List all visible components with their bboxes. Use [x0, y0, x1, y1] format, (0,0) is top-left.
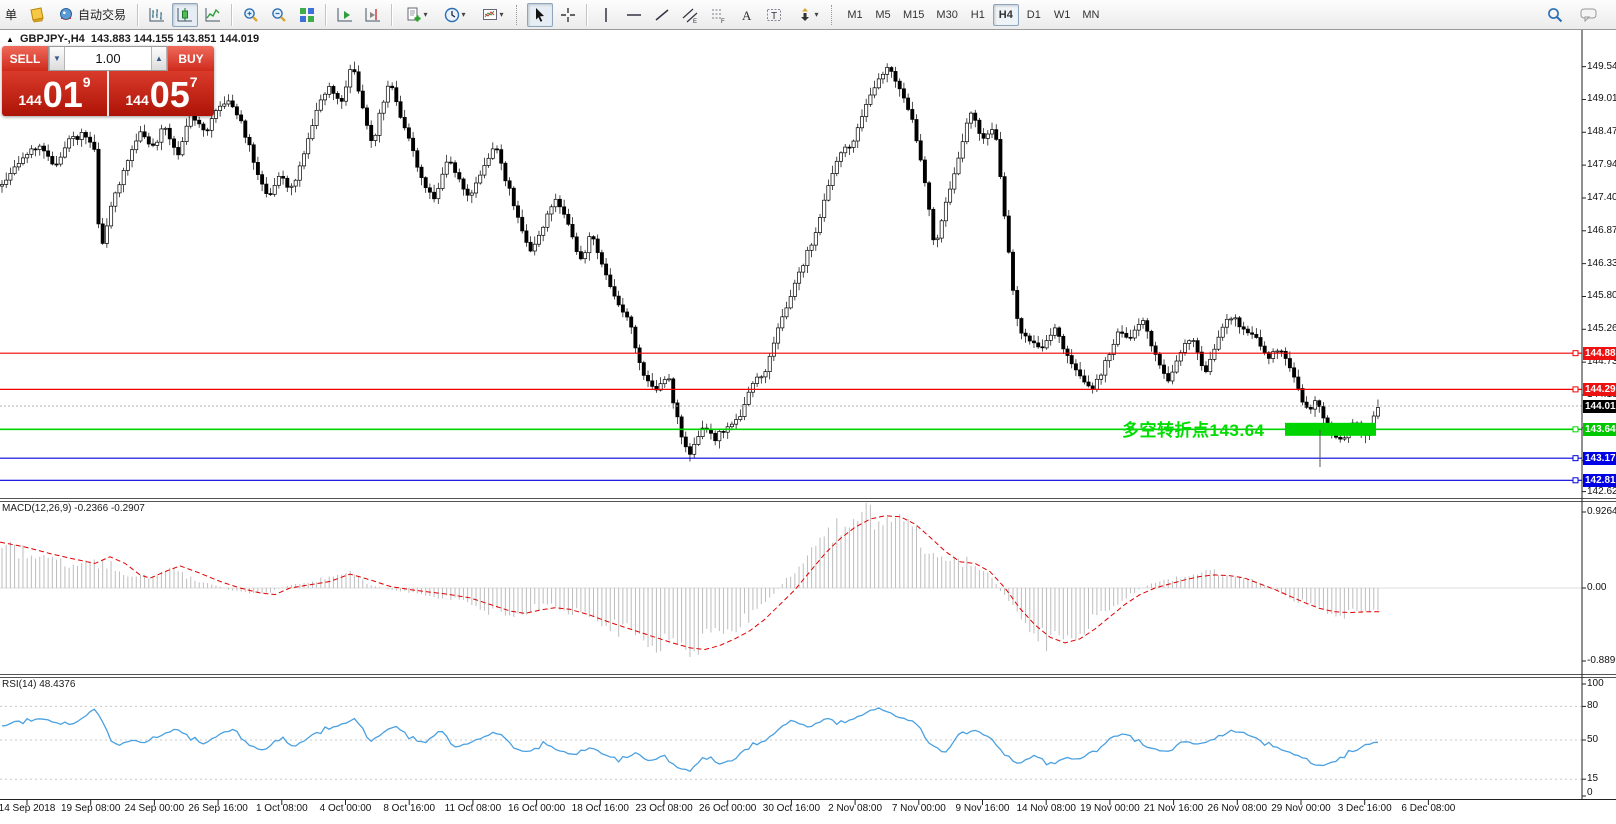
indicators-add-button[interactable]: ▾: [398, 3, 434, 27]
zoom-in-icon: [242, 6, 260, 24]
auto-trading-icon: [58, 7, 74, 23]
buy-price-display[interactable]: 144 05 7: [125, 74, 198, 115]
new-order-button-partial[interactable]: 单: [4, 3, 22, 27]
timeframe-button-D1[interactable]: D1: [1021, 4, 1047, 26]
candlestick-button[interactable]: [172, 2, 199, 27]
equidistant-channel-icon: E: [681, 6, 699, 24]
toolbar-separator: [586, 3, 589, 26]
timeframe-button-M5[interactable]: M5: [870, 4, 896, 26]
dropdown-caret-icon[interactable]: ▾: [814, 10, 819, 19]
zoom-out-icon: [270, 6, 288, 24]
bar-chart-icon: [148, 6, 166, 24]
zoom-in-button[interactable]: [238, 3, 264, 27]
toolbar-separator: [137, 3, 140, 26]
auto-trading-label: 自动交易: [78, 8, 127, 22]
hline-anchor-marker[interactable]: [1572, 477, 1579, 484]
timeframe-button-M1[interactable]: M1: [842, 4, 868, 26]
search-button[interactable]: [1542, 3, 1568, 27]
text-label-button[interactable]: T: [761, 3, 787, 27]
vertical-line-button[interactable]: [593, 3, 619, 27]
dropdown-caret-icon[interactable]: ▾: [423, 10, 428, 19]
svg-text:E: E: [693, 19, 697, 24]
toolbar-drag-handle: [831, 4, 836, 25]
hline-anchor-marker[interactable]: [1572, 426, 1579, 433]
text-button[interactable]: A: [733, 3, 759, 27]
timeframe-button-M30[interactable]: M30: [931, 4, 962, 26]
periods-clock-icon: [443, 6, 461, 24]
tile-windows-icon: [298, 6, 316, 24]
volume-increase-button[interactable]: ▲: [151, 47, 167, 70]
svg-text:A: A: [742, 8, 752, 23]
volume-decrease-button[interactable]: ▼: [49, 47, 65, 70]
timeframe-button-H4[interactable]: H4: [992, 3, 1019, 26]
equidistant-channel-button[interactable]: E: [677, 3, 703, 27]
sell-price-display[interactable]: 144 01 9: [2, 71, 109, 116]
search-icon: [1546, 6, 1564, 24]
periods-clock-button[interactable]: ▾: [436, 3, 472, 27]
timeframe-button-H1[interactable]: H1: [965, 4, 991, 26]
timeframe-button-W1[interactable]: W1: [1049, 4, 1076, 26]
line-chart-button[interactable]: [200, 3, 226, 27]
hline-anchor-marker[interactable]: [1572, 455, 1579, 462]
toolbar-separator: [325, 3, 328, 26]
fibonacci-icon: F: [709, 6, 727, 24]
sell-button[interactable]: SELL: [2, 46, 48, 71]
auto-trading-button[interactable]: 自动交易: [52, 3, 132, 27]
bar-chart-button[interactable]: [144, 3, 170, 27]
cursor-button[interactable]: [527, 2, 554, 27]
tile-windows-button[interactable]: [294, 3, 320, 27]
new-order-label: 单: [5, 8, 18, 22]
timeframe-button-MN[interactable]: MN: [1077, 4, 1104, 26]
hline-anchor-marker[interactable]: [1572, 386, 1579, 393]
svg-text:T: T: [771, 11, 777, 22]
candlestick-icon: [176, 6, 194, 24]
toolbar-separator: [231, 3, 234, 26]
one-click-trading-panel: SELL ▼ 1.00 ▲ BUY 144 01 9 144 05 7: [2, 46, 214, 116]
timeframe-button-M15[interactable]: M15: [898, 4, 929, 26]
crosshair-button[interactable]: [555, 3, 581, 27]
auto-scroll-button[interactable]: [332, 3, 358, 27]
zoom-out-button[interactable]: [266, 3, 292, 27]
vertical-line-icon: [597, 6, 615, 24]
trendline-button[interactable]: [649, 3, 675, 27]
text-icon: A: [737, 6, 755, 24]
chart-shift-icon: [364, 6, 382, 24]
hline-anchor-marker[interactable]: [1572, 350, 1579, 357]
toolbar-separator: [391, 3, 394, 26]
templates-button[interactable]: ▾: [474, 3, 510, 27]
horizontal-line-icon: [625, 6, 643, 24]
toolbar-separator: [516, 4, 521, 25]
dropdown-caret-icon[interactable]: ▾: [499, 10, 504, 19]
support-highlight-rect[interactable]: [1285, 422, 1376, 436]
chat-button[interactable]: [1576, 3, 1602, 27]
volume-value[interactable]: 1.00: [95, 51, 121, 66]
buy-button[interactable]: BUY: [168, 46, 214, 71]
main-toolbar: 单 自动交易 ▾ ▾ ▾ E F A T ▾ M1 M5 M15 M30 H1 H4 D1 W1 MN: [0, 0, 1616, 30]
arrows-button[interactable]: ▾: [789, 3, 825, 27]
chat-icon: [1579, 6, 1599, 24]
auto-scroll-icon: [336, 6, 354, 24]
chart-shift-button[interactable]: [360, 3, 386, 27]
indicators-add-icon: [405, 6, 423, 24]
svg-text:F: F: [721, 19, 725, 24]
crosshair-icon: [559, 6, 577, 24]
templates-icon: [481, 6, 499, 24]
horizontal-line-button[interactable]: [621, 3, 647, 27]
cursor-icon: [531, 6, 549, 24]
chart-window-icon-button[interactable]: [24, 3, 50, 27]
chart-window-icon: [28, 6, 46, 24]
dropdown-caret-icon[interactable]: ▾: [461, 10, 466, 19]
arrows-icon: [796, 6, 814, 24]
fibonacci-button[interactable]: F: [705, 3, 731, 27]
volume-control: ▼ 1.00 ▲: [48, 46, 168, 71]
line-chart-icon: [204, 6, 222, 24]
text-label-icon: T: [765, 6, 783, 24]
trendline-icon: [653, 6, 671, 24]
